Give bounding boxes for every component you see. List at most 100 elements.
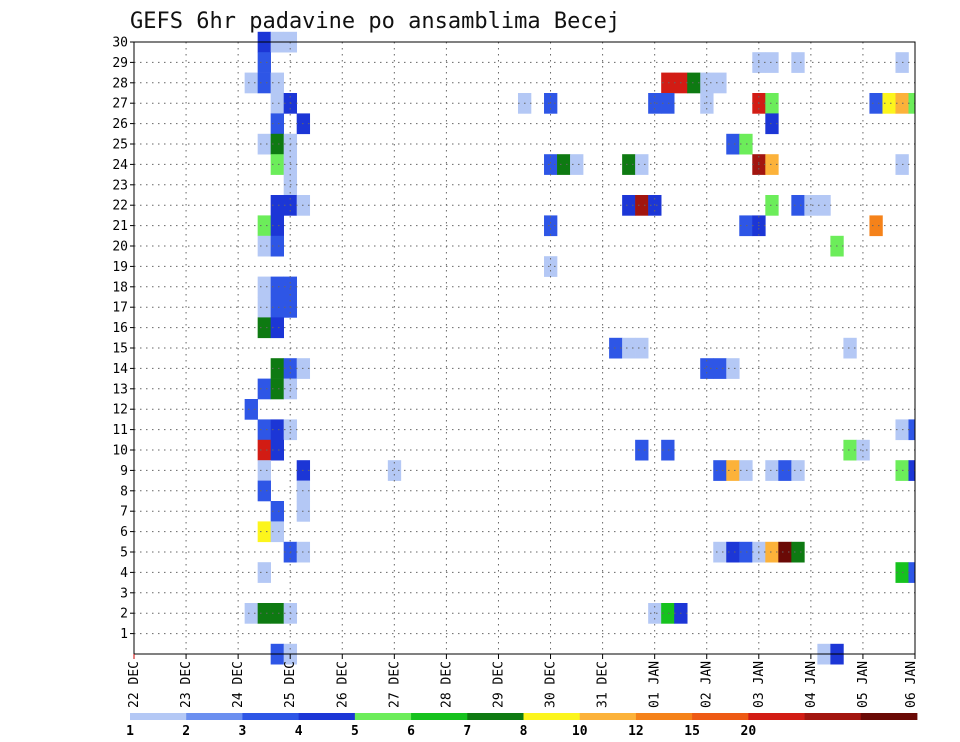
heat-cell-m28-s45 [713,72,727,94]
x-tick-label: 05 JAN [856,661,871,708]
heat-cell-m5-s50 [778,541,792,563]
heat-cell-m21-s47 [739,215,753,237]
heat-cell-m27-s11 [270,93,284,114]
x-tick-label: 28 DEC [439,661,454,708]
heat-cell-m9-s49 [765,460,779,481]
heat-cell-m10-s55 [843,439,857,461]
x-tick-label: 23 DEC [179,661,194,708]
heat-cell-m9-s46 [726,460,740,481]
heat-cell-m28-s41 [661,72,675,94]
colorbar-label: 1 [126,724,134,739]
heat-cell-m24-s38 [622,154,636,175]
heat-cell-m14-s11 [270,358,284,379]
heat-cell-m25-s11 [270,133,284,155]
y-tick-label: 29 [112,56,128,71]
heat-cell-m28-s44 [700,72,714,94]
y-tick-label: 14 [112,362,128,377]
y-tick-label: 6 [120,525,128,540]
heat-cell-m9-s60 [908,460,916,481]
y-tick-label: 8 [120,484,128,499]
heat-cell-m11-s60 [908,419,916,441]
colorbar-swatch [411,713,468,720]
colorbar-swatch [860,713,918,720]
x-tick-label: 06 JAN [904,661,919,708]
y-tick-label: 23 [112,178,128,193]
y-tick-label: 22 [112,199,128,214]
heat-cell-m10-s10 [257,439,271,461]
heat-cell-m11-s11 [270,419,284,441]
heat-cell-m13-s10 [257,378,271,400]
heat-cell-m27-s57 [869,93,883,114]
heat-cell-m28-s9 [244,72,258,94]
colorbar-label: 6 [407,724,415,739]
colorbar-swatch [804,713,862,720]
colorbar-label: 12 [628,724,644,739]
heat-cell-m22-s51 [791,195,805,216]
x-tick-label: 02 JAN [700,661,715,708]
x-tick-label: 04 JAN [804,661,819,708]
heat-cell-m14-s44 [700,358,714,379]
colorbar-swatch [298,713,356,720]
heat-cell-m10-s11 [270,439,284,461]
heat-cell-m14-s45 [713,358,727,379]
heat-cell-m24-s11 [270,154,284,175]
heat-cell-m16-s10 [257,317,271,339]
y-tick-label: 18 [112,280,128,295]
colorbar-label: 2 [182,724,190,739]
heat-cell-m27-s41 [661,93,675,114]
heat-cell-m24-s49 [765,154,779,175]
heat-cell-m22-s38 [622,195,636,216]
heat-cell-m14-s46 [726,358,740,379]
x-tick-label: 31 DEC [596,661,611,708]
y-tick-label: 21 [112,219,128,234]
heat-cell-m21-s57 [869,215,883,237]
colorbar-swatch [242,713,300,720]
heat-cell-m10-s39 [635,439,649,461]
colorbar-swatch [186,713,243,720]
heat-cell-m4-s10 [257,562,271,583]
heat-cell-m27-s49 [765,93,779,114]
colorbar-swatch [748,713,805,720]
heat-cell-m2-s10 [257,603,271,624]
heat-cell-m22-s11 [270,195,284,216]
grid-layer [134,42,915,654]
y-tick-label: 4 [120,566,128,581]
heat-cell-m21-s11 [270,215,284,237]
colorbar-label: 8 [520,724,528,739]
heat-cell-m29-s49 [765,52,779,73]
heat-cell-m7-s11 [270,501,284,522]
y-tick-label: 10 [112,444,128,459]
heat-cell-m2-s11 [270,603,284,624]
y-tick-label: 30 [112,36,128,51]
heat-cell-m17-s11 [270,297,284,318]
y-tick-label: 13 [112,382,128,397]
heat-cell-m24-s32 [544,154,558,175]
y-tick-label: 2 [120,607,128,622]
heat-cell-m22-s49 [765,195,779,216]
y-tick-label: 3 [120,586,128,601]
heat-cell-m6-s11 [270,521,284,543]
heat-cell-m9-s50 [778,460,792,481]
y-tick-label: 12 [112,403,128,418]
x-tick-label: 29 DEC [491,661,506,708]
heat-cell-m20-s10 [257,235,271,257]
x-tick-label: 30 DEC [544,661,559,708]
heat-cell-m29-s10 [257,52,271,73]
heat-cell-m25-s46 [726,133,740,155]
heat-cell-m5-s46 [726,541,740,563]
heat-cell-m28-s10 [257,72,271,94]
y-tick-label: 25 [112,138,128,153]
y-tick-label: 26 [112,117,128,132]
heat-cell-m13-s11 [270,378,284,400]
heat-cell-m27-s60 [908,93,916,114]
y-tick-label: 27 [112,97,128,112]
heat-cell-m9-s20 [387,460,402,481]
y-tick-label: 7 [120,505,128,520]
heat-cell-m25-s10 [257,133,271,155]
colorbar-label: 3 [239,724,247,739]
heat-cell-m9-s10 [257,460,271,481]
heat-cell-m12-s9 [244,399,258,420]
colorbar-label: 5 [351,724,359,739]
heat-cell-m21-s32 [544,215,558,237]
heat-cell-m21-s10 [257,215,271,237]
